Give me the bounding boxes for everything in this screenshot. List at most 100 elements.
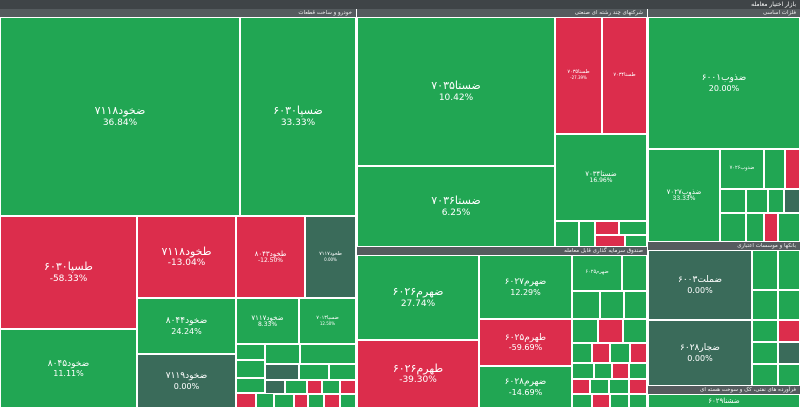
treemap-tile[interactable] [236, 344, 265, 360]
treemap-tile[interactable] [307, 380, 322, 394]
treemap-tile[interactable] [619, 221, 647, 235]
treemap-tile[interactable]: ضذوب۶۰۰۱ 20.00% [648, 17, 800, 149]
treemap-tile[interactable] [778, 250, 800, 290]
treemap-tile[interactable]: طسپا۶۰۳۰ -58.33% [0, 216, 137, 329]
section-auto: خودرو و ساخت قطعات ضخود۷۱۱۸ 36.84% ضسپا۶… [0, 9, 356, 408]
treemap-tile[interactable] [256, 393, 274, 408]
treemap-tile[interactable] [785, 149, 800, 189]
treemap-tile[interactable] [265, 380, 285, 394]
treemap-tile[interactable] [629, 394, 647, 408]
treemap-tile[interactable] [625, 235, 647, 247]
treemap-tile[interactable]: ضخود۸۰۴۵ 11.11% [0, 329, 137, 408]
treemap-tile[interactable] [752, 250, 778, 290]
treemap-tile[interactable]: طخود۸۰۴۳ -12.50% [236, 216, 305, 298]
treemap-tile[interactable] [340, 380, 356, 394]
treemap-tile[interactable] [572, 291, 600, 319]
treemap-tile[interactable] [610, 394, 629, 408]
treemap-tile[interactable]: ضخود۷۱۱۹ 0.00% [137, 354, 236, 408]
treemap-tile[interactable] [236, 360, 265, 378]
treemap-tile[interactable]: ضهرم۶۰۲۸ -14.69% [479, 366, 572, 408]
treemap-tile[interactable] [340, 394, 356, 408]
treemap-tile[interactable] [265, 364, 299, 380]
treemap-tile[interactable] [590, 379, 609, 394]
treemap-tile[interactable] [594, 363, 612, 379]
treemap-tile[interactable]: ضملت۶۰۰۳ 0.00% [648, 250, 752, 320]
treemap-tile[interactable] [622, 255, 647, 291]
treemap-tile[interactable] [623, 319, 647, 343]
treemap-tile[interactable] [555, 221, 579, 247]
treemap-tile[interactable]: ضستا۷۰۳۵ 10.42% [357, 17, 555, 166]
treemap-tile[interactable] [752, 364, 778, 386]
treemap-tile[interactable]: ضسپا۶۰۳۰ 33.33% [240, 17, 356, 216]
treemap-tile[interactable]: طستا۷۰۳۵ -27.39% [555, 17, 602, 134]
treemap-tile[interactable] [720, 213, 746, 242]
treemap-tile[interactable] [764, 213, 778, 242]
treemap-tile[interactable]: طخود۷۱۱۸ -13.04% [137, 216, 236, 298]
treemap-tile[interactable]: ضشنا۶۰۲۹ [648, 394, 800, 408]
treemap-tile[interactable] [612, 363, 629, 379]
treemap-tile[interactable]: ضذوب۷۰۲۷ 33.33% [648, 149, 720, 242]
tile-symbol: طخود۷۱۱۷ [319, 250, 342, 257]
treemap-tile[interactable] [746, 213, 764, 242]
treemap-tile[interactable]: ضستا۷۰۳۴ 16.96% [555, 134, 647, 221]
treemap-tile[interactable]: ضخود۷۱۱۸ 36.84% [0, 17, 240, 216]
treemap-tile[interactable] [624, 291, 647, 319]
treemap-tile[interactable] [720, 189, 746, 213]
treemap-tile[interactable]: ضستا۷۰۳۶ 6.25% [357, 166, 555, 247]
treemap-tile[interactable]: ضهرم۶۰۲۷ 12.29% [479, 255, 572, 319]
treemap-tile[interactable] [778, 290, 800, 320]
treemap-tile[interactable] [274, 394, 294, 408]
treemap-tile[interactable] [285, 380, 307, 394]
treemap-tile[interactable]: طهرم۶۰۲۶ -39.30% [357, 340, 479, 408]
treemap-tile[interactable] [579, 221, 595, 247]
treemap-tile[interactable]: طستا۷۰۳۴ [602, 17, 647, 134]
tile-symbol: ضهرم۶۰۲۶ [392, 285, 444, 298]
treemap-tile[interactable] [329, 364, 356, 380]
treemap-tile[interactable] [572, 379, 590, 394]
treemap-tile[interactable]: ضسپا۷۰۱۳ 12.50% [299, 298, 356, 344]
treemap-tile[interactable] [294, 394, 308, 408]
treemap-tile[interactable] [764, 149, 785, 189]
treemap-tile[interactable] [572, 394, 592, 408]
treemap-tile[interactable] [752, 342, 778, 364]
treemap-tile[interactable] [746, 189, 768, 213]
treemap-tile[interactable] [322, 380, 340, 394]
treemap-tile[interactable]: طهرم۶۰۲۵ -59.69% [479, 319, 572, 366]
treemap-tile[interactable] [784, 189, 800, 213]
treemap-tile[interactable] [600, 291, 624, 319]
treemap-tile[interactable]: ضذوب۷۰۲۶ [720, 149, 764, 189]
treemap-tile[interactable] [752, 290, 778, 320]
treemap-tile[interactable] [265, 344, 300, 364]
treemap-tile[interactable] [629, 379, 647, 394]
treemap-tile[interactable]: طخود۷۱۱۷ 0.00% [305, 216, 356, 298]
treemap-tile[interactable]: ضخود۷۱۱۷ 8.33% [236, 298, 299, 344]
treemap-tile[interactable] [778, 342, 800, 364]
treemap-tile[interactable] [778, 320, 800, 342]
treemap-tile[interactable] [595, 221, 619, 235]
treemap-tile[interactable] [299, 364, 329, 380]
treemap-tile[interactable] [629, 363, 647, 379]
treemap-tile[interactable] [572, 363, 594, 379]
treemap-tile[interactable] [598, 319, 623, 343]
treemap-tile[interactable] [572, 319, 598, 343]
treemap-tile[interactable] [768, 189, 784, 213]
treemap-tile[interactable] [630, 343, 647, 363]
treemap-tile[interactable] [236, 393, 256, 408]
treemap-tile[interactable]: ضهرم۶۰۲۵ [572, 255, 622, 291]
treemap-tile[interactable] [300, 344, 356, 364]
treemap-tile[interactable] [324, 394, 340, 408]
treemap-tile[interactable]: ضخود۸۰۴۴ 24.24% [137, 298, 236, 354]
treemap-tile[interactable] [609, 379, 629, 394]
treemap-tile[interactable] [572, 343, 592, 363]
treemap-tile[interactable] [778, 213, 800, 242]
treemap-tile[interactable]: ضجار۶۰۲۸ 0.00% [648, 320, 752, 386]
treemap-tile[interactable] [236, 378, 265, 393]
treemap-tile[interactable] [592, 343, 610, 363]
treemap-tile[interactable] [595, 235, 625, 247]
treemap-tile[interactable] [592, 394, 610, 408]
treemap-tile[interactable] [610, 343, 630, 363]
treemap-tile[interactable] [778, 364, 800, 386]
treemap-tile[interactable] [752, 320, 778, 342]
treemap-tile[interactable] [308, 394, 324, 408]
treemap-tile[interactable]: ضهرم۶۰۲۶ 27.74% [357, 255, 479, 340]
